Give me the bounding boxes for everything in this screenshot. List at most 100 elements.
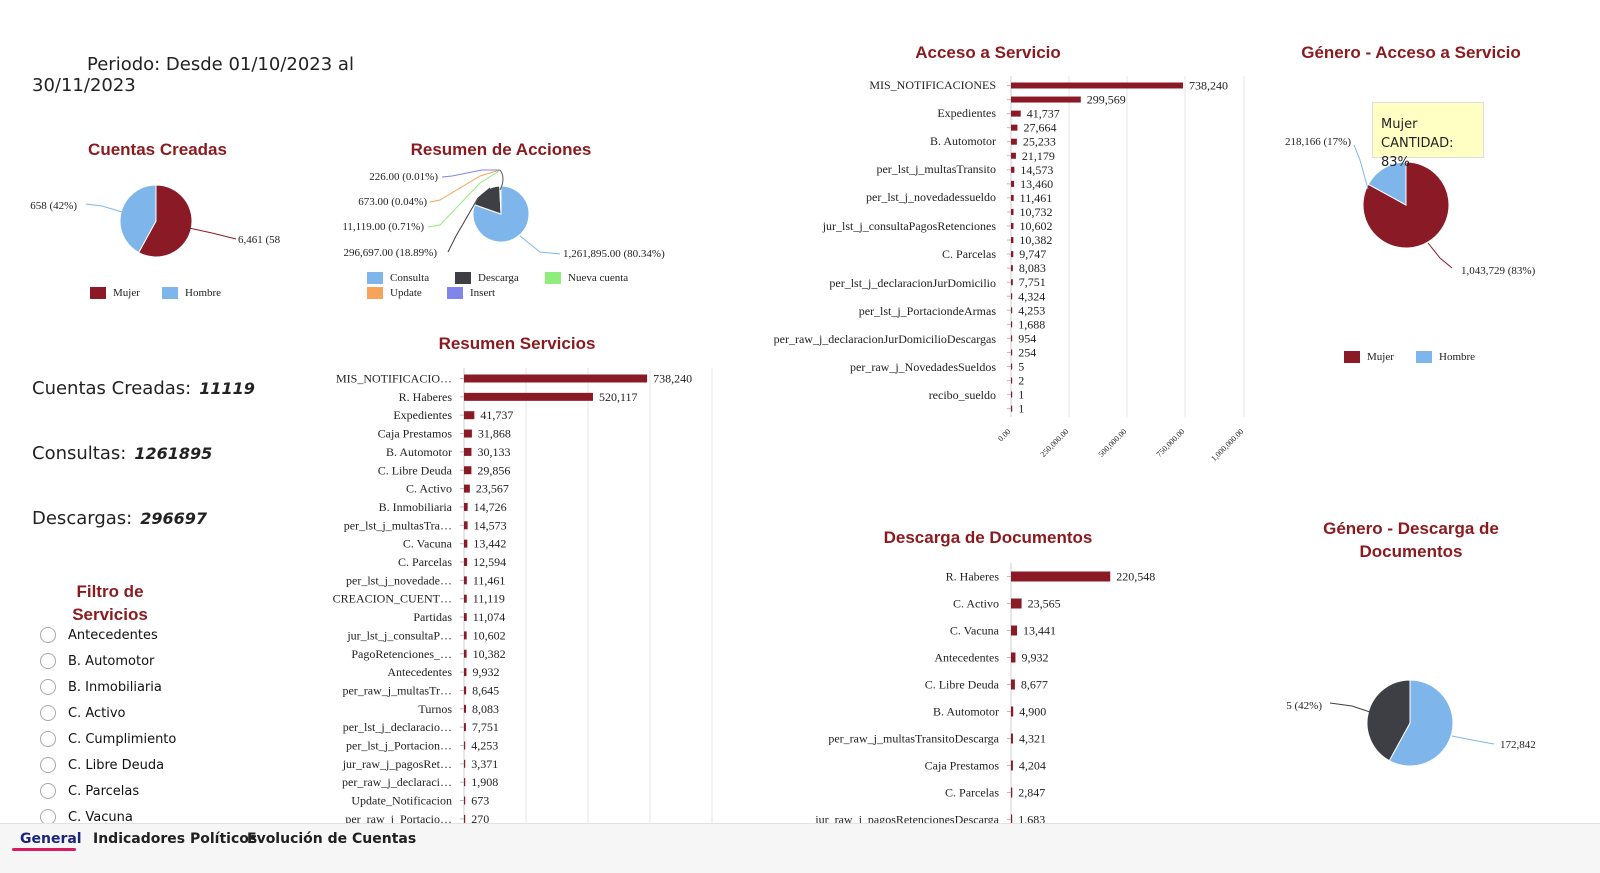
servicios-bar[interactable] [464, 540, 467, 548]
servicios-value-label: 29,856 [477, 463, 510, 477]
servicios-bar[interactable] [464, 576, 467, 584]
acceso-bar[interactable] [1011, 237, 1013, 243]
acceso-value-label: 738,240 [1189, 79, 1228, 93]
acceso-value-label: 10,602 [1019, 219, 1052, 233]
descarga-bar[interactable] [1011, 680, 1015, 690]
descarga-bar[interactable] [1011, 788, 1012, 798]
descarga-value-label: 9,932 [1021, 651, 1048, 665]
acceso-category-label: per_raw_j_NovedadesSueldos [850, 360, 996, 374]
acceso-bar[interactable] [1011, 209, 1014, 215]
servicios-category-label: CREACION_CUENT… [333, 592, 452, 606]
acceso-bar[interactable] [1011, 349, 1012, 355]
acceso-value-label: 7,751 [1019, 275, 1046, 289]
servicios-bar[interactable] [464, 375, 647, 383]
servicios-bar[interactable] [464, 558, 467, 566]
acceso-bar[interactable] [1011, 195, 1014, 201]
acceso-bar[interactable] [1011, 125, 1017, 131]
servicios-bar[interactable] [464, 613, 467, 621]
acceso-bar[interactable] [1011, 378, 1012, 384]
descarga-bar[interactable] [1011, 572, 1110, 582]
acceso-bar[interactable] [1011, 335, 1012, 341]
acceso-bar[interactable] [1011, 307, 1012, 313]
acceso-category-label: B. Automotor [930, 134, 996, 148]
acceso-bar[interactable] [1011, 392, 1012, 398]
descarga-value-label: 23,565 [1028, 597, 1061, 611]
servicios-bar[interactable] [464, 778, 465, 786]
servicios-value-label: 12,594 [473, 555, 506, 569]
acciones-label-descarga: 296,697.00 (18.89%) [344, 247, 438, 259]
acceso-bar[interactable] [1011, 251, 1013, 257]
acceso-bar[interactable] [1011, 181, 1014, 187]
descarga-bar[interactable] [1011, 599, 1022, 609]
cuentas-label-hombre: 658 (42%) [30, 200, 77, 212]
acceso-bar[interactable] [1011, 139, 1017, 145]
servicios-value-label: 14,726 [474, 500, 507, 514]
genero-descarga-leader-mujer [1330, 703, 1370, 712]
acceso-bar[interactable] [1011, 364, 1012, 370]
tab-indicadores-politicos[interactable]: Indicadores Políticos [93, 831, 257, 847]
acceso-bar[interactable] [1011, 83, 1183, 89]
servicios-bar[interactable] [464, 723, 466, 731]
servicios-bar[interactable] [464, 503, 468, 511]
cuentas-leader-mujer [189, 228, 236, 239]
servicios-category-label: per_lst_j_declaracio… [343, 720, 452, 734]
servicios-category-label: Turnos [418, 702, 452, 716]
servicios-bar[interactable] [464, 760, 465, 768]
acceso-bar[interactable] [1011, 223, 1013, 229]
descarga-bar[interactable] [1011, 653, 1015, 663]
descarga-category-label: C. Vacuna [950, 624, 1000, 638]
servicios-bar[interactable] [464, 466, 471, 474]
acceso-x-tick-label: 1,000,000.00 [1209, 427, 1245, 463]
bottom-tab-bar: General Indicadores Políticos Evolución … [0, 823, 1600, 873]
genero-acceso-leader-hombre [1354, 145, 1368, 189]
servicios-value-label: 8,083 [472, 702, 499, 716]
servicios-bar[interactable] [464, 485, 470, 493]
acceso-value-label: 13,460 [1020, 177, 1053, 191]
acceso-value-label: 1 [1018, 402, 1024, 416]
descarga-bar[interactable] [1011, 761, 1013, 771]
servicios-bar[interactable] [464, 705, 466, 713]
acceso-value-label: 10,732 [1020, 205, 1053, 219]
tab-general[interactable]: General [20, 831, 82, 847]
acciones-leader-consulta [520, 236, 560, 254]
acceso-x-tick-label: 750,000.00 [1155, 427, 1187, 459]
acceso-bar[interactable] [1011, 265, 1013, 271]
acceso-x-tick-label: 250,000.00 [1039, 427, 1071, 459]
servicios-category-label: C. Libre Deuda [378, 463, 453, 477]
acceso-bar[interactable] [1011, 97, 1081, 103]
descarga-bar[interactable] [1011, 815, 1012, 824]
tooltip-line-1: Mujer [1381, 115, 1475, 134]
servicios-bar[interactable] [464, 815, 465, 823]
acceso-bar[interactable] [1011, 406, 1012, 412]
acceso-bar[interactable] [1011, 153, 1016, 159]
acceso-bar[interactable] [1011, 321, 1012, 327]
acceso-bar[interactable] [1011, 293, 1012, 299]
servicios-bar[interactable] [464, 448, 471, 456]
acceso-value-label: 954 [1018, 331, 1036, 345]
acciones-label-consulta: 1,261,895.00 (80.34%) [563, 248, 665, 260]
descarga-value-label: 4,204 [1019, 759, 1046, 773]
acceso-bar[interactable] [1011, 167, 1014, 173]
descarga-bar[interactable] [1011, 626, 1017, 636]
servicios-bar[interactable] [464, 411, 474, 419]
descarga-value-label: 13,441 [1023, 624, 1056, 638]
acceso-bar[interactable] [1011, 279, 1013, 285]
genero-descarga-leader-hombre [1452, 736, 1494, 744]
acceso-bar[interactable] [1011, 111, 1021, 117]
servicios-bar[interactable] [464, 393, 593, 401]
servicios-bar[interactable] [464, 631, 467, 639]
servicios-bar[interactable] [464, 742, 465, 750]
servicios-bar[interactable] [464, 595, 467, 603]
servicios-category-label: MIS_NOTIFICACIO… [336, 372, 452, 386]
servicios-bar[interactable] [464, 650, 467, 658]
servicios-bar[interactable] [464, 797, 465, 805]
descarga-bar[interactable] [1011, 707, 1013, 717]
descarga-bar[interactable] [1011, 734, 1013, 744]
servicios-bar[interactable] [464, 521, 468, 529]
servicios-bar[interactable] [464, 668, 466, 676]
servicios-bar[interactable] [464, 430, 472, 438]
servicios-bar[interactable] [464, 686, 466, 694]
tab-evolucion-cuentas[interactable]: Evolución de Cuentas [247, 831, 416, 847]
servicios-category-label: Antecedentes [387, 665, 452, 679]
